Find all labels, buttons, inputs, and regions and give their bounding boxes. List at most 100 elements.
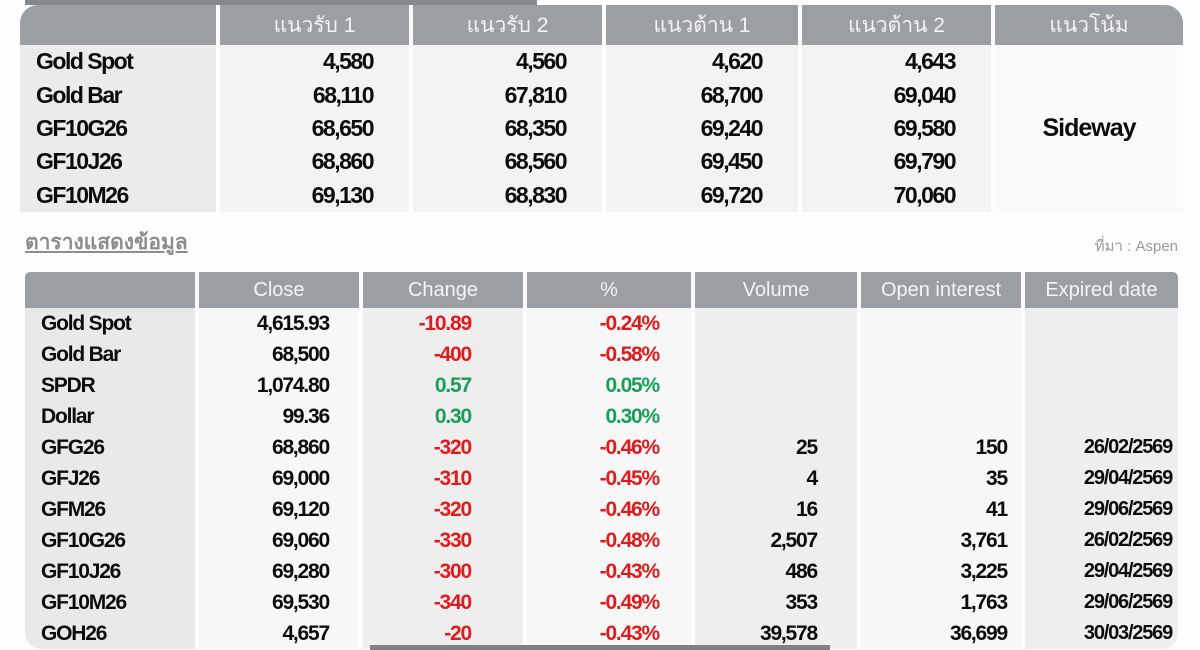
support1-value: 69,130 <box>220 178 409 212</box>
resistance1-value: 68,700 <box>606 78 798 112</box>
volume-value: 16 <box>695 494 857 525</box>
expired-date-value: 29/06/2569 <box>1025 587 1178 618</box>
close-value: 69,120 <box>199 494 359 525</box>
cropped-edge-bottom <box>370 645 830 650</box>
header-support-2: แนวรับ 2 <box>413 5 602 45</box>
close-value: 4,615.93 <box>199 308 359 339</box>
volume-value <box>695 308 857 339</box>
header-change: Change <box>363 272 523 308</box>
change-value: 0.57 <box>363 370 523 401</box>
resistance2-value: 69,790 <box>802 145 991 179</box>
support-resistance-table: แนวรับ 1 แนวรับ 2 แนวต้าน 1 แนวต้าน 2 แน… <box>20 5 1183 212</box>
percent-change-value: -0.48% <box>527 525 691 556</box>
corner-header-blank <box>25 272 195 308</box>
instrument-name: GF10M26 <box>25 587 195 618</box>
support2-value: 67,810 <box>413 78 602 112</box>
header-volume: Volume <box>695 272 857 308</box>
open-interest-value: 35 <box>861 463 1021 494</box>
close-value: 4,657 <box>199 618 359 649</box>
percent-change-value: -0.58% <box>527 339 691 370</box>
resistance1-value: 69,720 <box>606 178 798 212</box>
resistance2-value: 69,580 <box>802 111 991 146</box>
change-value: -300 <box>363 556 523 587</box>
close-value: 99.36 <box>199 401 359 432</box>
header-resistance-2: แนวต้าน 2 <box>802 5 991 45</box>
percent-change-value: 0.30% <box>527 401 691 432</box>
instrument-name: GF10J26 <box>20 145 216 179</box>
close-value: 1,074.80 <box>199 370 359 401</box>
open-interest-value <box>861 401 1021 432</box>
instrument-name: GOH26 <box>25 618 195 649</box>
open-interest-value: 41 <box>861 494 1021 525</box>
volume-value <box>695 370 857 401</box>
volume-value <box>695 401 857 432</box>
support2-value: 68,830 <box>413 178 602 212</box>
change-value: -320 <box>363 432 523 463</box>
expired-date-value <box>1025 339 1178 370</box>
change-value: -20 <box>363 618 523 649</box>
support1-value: 4,580 <box>220 45 409 79</box>
open-interest-value: 150 <box>861 432 1021 463</box>
resistance2-value: 69,040 <box>802 78 991 112</box>
header-expired-date: Expired date <box>1025 272 1178 308</box>
open-interest-value <box>861 308 1021 339</box>
volume-value: 353 <box>695 587 857 618</box>
resistance1-value: 4,620 <box>606 45 798 79</box>
expired-date-value: 26/02/2569 <box>1025 432 1178 463</box>
percent-change-value: -0.43% <box>527 618 691 649</box>
instrument-name: Gold Spot <box>20 45 216 79</box>
percent-change-value: 0.05% <box>527 370 691 401</box>
instrument-name: Gold Bar <box>20 78 216 112</box>
change-value: 0.30 <box>363 401 523 432</box>
percent-change-value: -0.46% <box>527 432 691 463</box>
expired-date-value: 26/02/2569 <box>1025 525 1178 556</box>
expired-date-value <box>1025 401 1178 432</box>
cropped-edge-top <box>25 0 537 5</box>
expired-date-value <box>1025 308 1178 339</box>
market-data-body: Gold Spot 4,615.93 -10.89 -0.24% Gold Ba… <box>25 308 1178 649</box>
expired-date-value <box>1025 370 1178 401</box>
instrument-name: GFG26 <box>25 432 195 463</box>
instrument-name: SPDR <box>25 370 195 401</box>
instrument-name: Gold Spot <box>25 308 195 339</box>
support-resistance-header-row: แนวรับ 1 แนวรับ 2 แนวต้าน 1 แนวต้าน 2 แน… <box>20 5 1183 45</box>
percent-change-value: -0.46% <box>527 494 691 525</box>
instrument-name: GF10M26 <box>20 178 216 212</box>
open-interest-value <box>861 370 1021 401</box>
trend-value: Sideway <box>995 45 1183 212</box>
open-interest-value: 36,699 <box>861 618 1021 649</box>
percent-change-value: -0.49% <box>527 587 691 618</box>
support2-value: 68,350 <box>413 111 602 146</box>
volume-value: 2,507 <box>695 525 857 556</box>
expired-date-value: 29/04/2569 <box>1025 556 1178 587</box>
header-support-1: แนวรับ 1 <box>220 5 409 45</box>
support2-value: 68,560 <box>413 145 602 179</box>
percent-change-value: -0.43% <box>527 556 691 587</box>
change-value: -320 <box>363 494 523 525</box>
support1-value: 68,110 <box>220 78 409 112</box>
volume-value: 4 <box>695 463 857 494</box>
close-value: 69,060 <box>199 525 359 556</box>
volume-value: 486 <box>695 556 857 587</box>
resistance2-value: 70,060 <box>802 178 991 212</box>
expired-date-value: 30/03/2569 <box>1025 618 1178 649</box>
instrument-name: GFJ26 <box>25 463 195 494</box>
support1-value: 68,650 <box>220 111 409 146</box>
support-resistance-body: Sideway Gold Spot 4,580 4,560 4,620 4,64… <box>20 45 1183 212</box>
resistance2-value: 4,643 <box>802 45 991 79</box>
close-value: 68,500 <box>199 339 359 370</box>
support1-value: 68,860 <box>220 145 409 179</box>
header-close: Close <box>199 272 359 308</box>
instrument-name: Gold Bar <box>25 339 195 370</box>
open-interest-value: 3,225 <box>861 556 1021 587</box>
header-percent: % <box>527 272 691 308</box>
instrument-name: Dollar <box>25 401 195 432</box>
open-interest-value <box>861 339 1021 370</box>
instrument-name: GF10J26 <box>25 556 195 587</box>
expired-date-value: 29/04/2569 <box>1025 463 1178 494</box>
percent-change-value: -0.24% <box>527 308 691 339</box>
volume-value: 25 <box>695 432 857 463</box>
change-value: -330 <box>363 525 523 556</box>
header-trend: แนวโน้ม <box>995 5 1183 45</box>
